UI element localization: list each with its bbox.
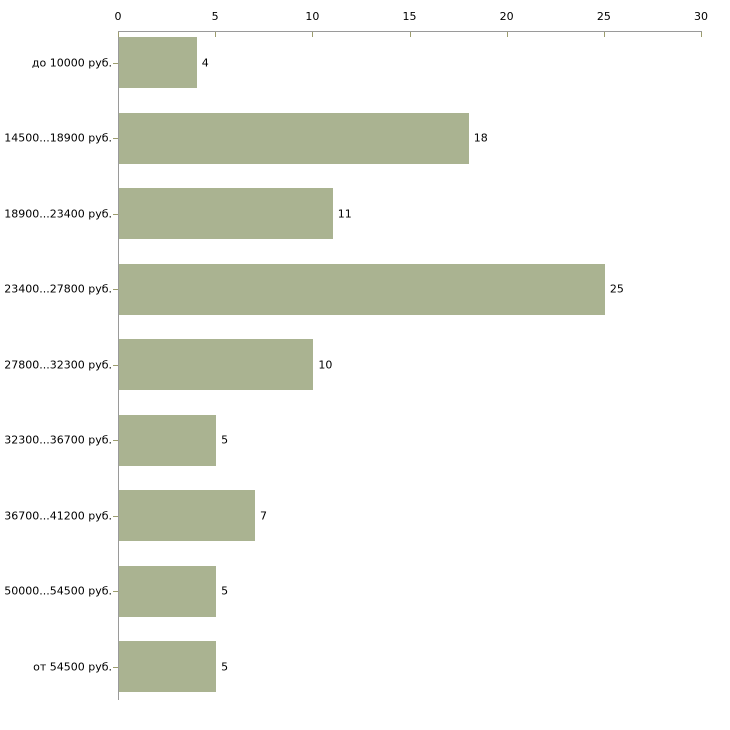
x-tick-label-20: 20 (499, 10, 514, 23)
x-tick-5 (215, 32, 217, 37)
bar-8[interactable] (119, 641, 217, 692)
category-label-5: 32300...36700 руб. (4, 433, 112, 447)
category-label-6: 36700...41200 руб. (4, 509, 112, 522)
x-tick-label-5: 5 (211, 10, 219, 23)
y-tick-1 (113, 138, 118, 139)
x-tick-0 (118, 32, 119, 37)
x-tick-label-30: 30 (694, 10, 708, 23)
category-label-7: 50000...54500 руб. (4, 584, 112, 598)
bar-6[interactable] (119, 490, 256, 541)
y-axis-line (118, 31, 119, 700)
category-label-0: до 10000 руб. (31, 56, 112, 69)
bar-value-label-4: 10 (318, 358, 333, 371)
bar-4[interactable] (119, 339, 314, 390)
y-tick-3 (113, 289, 118, 290)
y-tick-7 (113, 591, 118, 592)
bar-7[interactable] (119, 565, 217, 617)
bar-value-label-3: 25 (609, 282, 624, 296)
bar-value-label-5: 5 (221, 433, 229, 447)
bar-5[interactable] (119, 414, 217, 466)
x-tick-20 (506, 32, 508, 37)
x-tick-15 (409, 32, 411, 37)
bar-value-label-7: 5 (221, 584, 229, 598)
bar-value-label-0: 4 (201, 56, 209, 69)
x-tick-label-25: 25 (596, 10, 611, 23)
y-tick-6 (113, 516, 118, 517)
x-tick-label-15: 15 (402, 10, 417, 23)
x-tick-label-10: 10 (305, 10, 320, 23)
x-tick-label-0: 0 (114, 10, 122, 23)
bar-0[interactable] (119, 37, 197, 88)
x-tick-30 (701, 32, 702, 37)
y-tick-5 (113, 440, 118, 441)
y-tick-2 (113, 214, 118, 215)
bar-value-label-6: 7 (260, 509, 268, 522)
y-tick-0 (113, 63, 118, 64)
category-label-4: 27800...32300 руб. (4, 358, 112, 371)
bar-1[interactable] (119, 112, 469, 164)
bar-3[interactable] (119, 263, 605, 315)
y-tick-8 (113, 667, 118, 668)
category-label-1: 14500...18900 руб. (4, 131, 112, 145)
x-tick-25 (603, 32, 605, 37)
category-label-3: 23400...27800 руб. (4, 282, 112, 296)
bar-value-label-2: 11 (337, 207, 352, 220)
category-label-2: 18900...23400 руб. (4, 207, 112, 220)
bar-value-label-1: 18 (473, 131, 488, 145)
bar-value-label-8: 5 (221, 660, 229, 673)
bar-2[interactable] (119, 188, 333, 239)
x-axis-line (118, 31, 702, 32)
y-tick-4 (113, 365, 118, 366)
category-label-8: от 54500 руб. (33, 660, 112, 673)
x-tick-10 (312, 32, 314, 37)
